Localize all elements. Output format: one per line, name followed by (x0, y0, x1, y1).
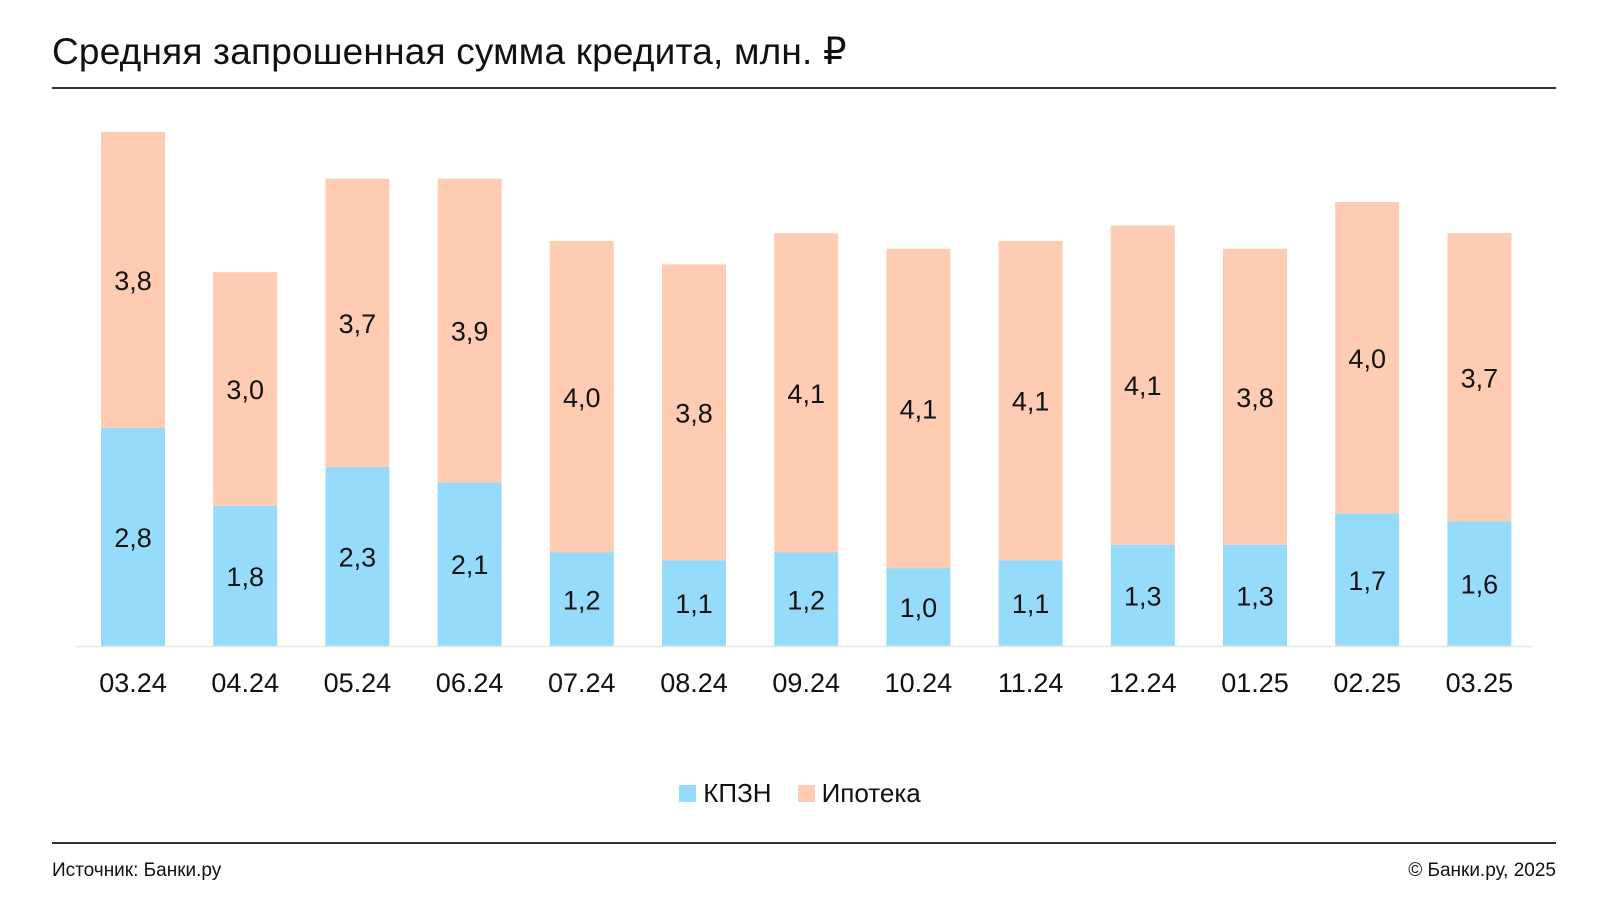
bar-kpzn-11.24 (998, 560, 1063, 646)
legend-item-ipoteka: Ипотека (797, 778, 921, 809)
bar-ipoteka-02.25 (1335, 202, 1400, 514)
data-label-kpzn-12.24: 1,3 (1124, 581, 1162, 611)
x-tick-label-11.24: 11.24 (998, 668, 1064, 698)
bar-ipoteka-03.25 (1447, 233, 1512, 522)
bar-ipoteka-01.25 (1223, 248, 1287, 545)
x-tick-label-03.24: 03.24 (99, 668, 167, 698)
bar-kpzn-03.25 (1447, 521, 1512, 646)
data-label-ipoteka-12.24: 4,1 (1124, 371, 1162, 401)
data-label-ipoteka-04.24: 3,0 (226, 375, 264, 405)
data-label-ipoteka-03.24: 3,8 (114, 266, 152, 296)
bar-kpzn-09.24 (774, 552, 839, 646)
x-tick-label-07.24: 07.24 (548, 668, 616, 698)
data-label-kpzn-11.24: 1,1 (1012, 589, 1050, 619)
data-label-kpzn-07.24: 1,2 (563, 585, 601, 615)
bar-kpzn-01.25 (1223, 544, 1287, 646)
legend-swatch-ipoteka (797, 785, 815, 802)
data-label-ipoteka-11.24: 4,1 (1012, 387, 1050, 417)
bar-ipoteka-12.24 (1110, 225, 1175, 545)
data-label-kpzn-02.25: 1,7 (1348, 566, 1386, 596)
bar-ipoteka-03.24 (101, 132, 165, 428)
bars-layer (101, 132, 1512, 646)
x-tick-label-05.24: 05.24 (324, 668, 392, 698)
data-label-ipoteka-06.24: 3,9 (451, 317, 489, 347)
chart-legend: КПЗН Ипотека (0, 778, 1600, 809)
data-label-kpzn-04.24: 1,8 (226, 562, 264, 592)
bar-ipoteka-05.24 (325, 178, 390, 467)
data-label-ipoteka-02.25: 4,0 (1348, 344, 1386, 374)
data-label-kpzn-03.24: 2,8 (114, 523, 152, 553)
bar-kpzn-05.24 (325, 466, 390, 646)
bar-ipoteka-04.24 (213, 272, 278, 506)
bar-ipoteka-09.24 (774, 233, 839, 553)
bar-kpzn-06.24 (437, 482, 502, 646)
legend-swatch-kpzn (679, 785, 697, 802)
data-label-kpzn-05.24: 2,3 (339, 542, 377, 572)
x-tick-label-02.25: 02.25 (1333, 668, 1401, 698)
x-tick-label-04.24: 04.24 (211, 668, 279, 698)
data-label-kpzn-01.25: 1,3 (1236, 581, 1274, 611)
data-label-ipoteka-07.24: 4,0 (563, 383, 601, 413)
x-tick-label-03.25: 03.25 (1446, 668, 1514, 698)
bar-ipoteka-08.24 (662, 264, 726, 561)
data-label-ipoteka-10.24: 4,1 (900, 395, 938, 425)
bar-kpzn-08.24 (662, 560, 726, 646)
legend-label-ipoteka: Ипотека (821, 778, 921, 808)
x-tick-label-09.24: 09.24 (772, 668, 840, 698)
title-divider (52, 87, 1556, 89)
data-label-ipoteka-03.25: 3,7 (1461, 363, 1499, 393)
bar-kpzn-03.24 (101, 427, 165, 646)
x-tick-label-12.24: 12.24 (1109, 668, 1177, 698)
data-label-kpzn-06.24: 2,1 (451, 550, 489, 580)
data-label-kpzn-09.24: 1,2 (787, 585, 825, 615)
bar-kpzn-04.24 (213, 505, 278, 646)
legend-label-kpzn: КПЗН (703, 778, 772, 808)
data-label-ipoteka-08.24: 3,8 (675, 398, 713, 428)
copyright-note: © Банки.ру, 2025 (1408, 860, 1556, 881)
bar-kpzn-10.24 (886, 568, 951, 646)
bar-ipoteka-11.24 (998, 241, 1063, 561)
x-tick-label-08.24: 08.24 (660, 668, 728, 698)
bar-ipoteka-06.24 (437, 178, 502, 483)
x-tick-label-06.24: 06.24 (436, 668, 504, 698)
data-label-kpzn-03.25: 1,6 (1461, 570, 1499, 600)
footer-divider (52, 842, 1556, 844)
legend-item-kpzn: КПЗН (679, 778, 772, 809)
data-label-ipoteka-05.24: 3,7 (339, 309, 377, 339)
chart-title: Средняя запрошенная сумма кредита, млн. … (52, 31, 847, 72)
x-tick-label-10.24: 10.24 (885, 668, 953, 698)
data-label-ipoteka-09.24: 4,1 (787, 379, 825, 409)
x-tick-label-01.25: 01.25 (1221, 668, 1289, 698)
x-axis: 03.24 04.24 05.24 06.24 07.24 08.24 09.24 10.24… (76, 645, 1532, 698)
bar-kpzn-07.24 (549, 552, 614, 646)
bar-ipoteka-07.24 (549, 241, 614, 553)
bar-kpzn-02.25 (1335, 513, 1400, 646)
source-note: Источник: Банки.ру (52, 860, 222, 881)
data-label-kpzn-10.24: 1,0 (900, 593, 938, 623)
data-labels-layer: 2,8 3,8 1,8 3,0 2,3 3,7 2,1 3,9 1,2 4,0 1,1 3,8 1,2 4… (114, 266, 1498, 623)
bar-kpzn-12.24 (1110, 544, 1175, 646)
data-label-ipoteka-01.25: 3,8 (1236, 383, 1274, 413)
bar-ipoteka-10.24 (886, 248, 951, 569)
data-label-kpzn-08.24: 1,1 (675, 589, 713, 619)
